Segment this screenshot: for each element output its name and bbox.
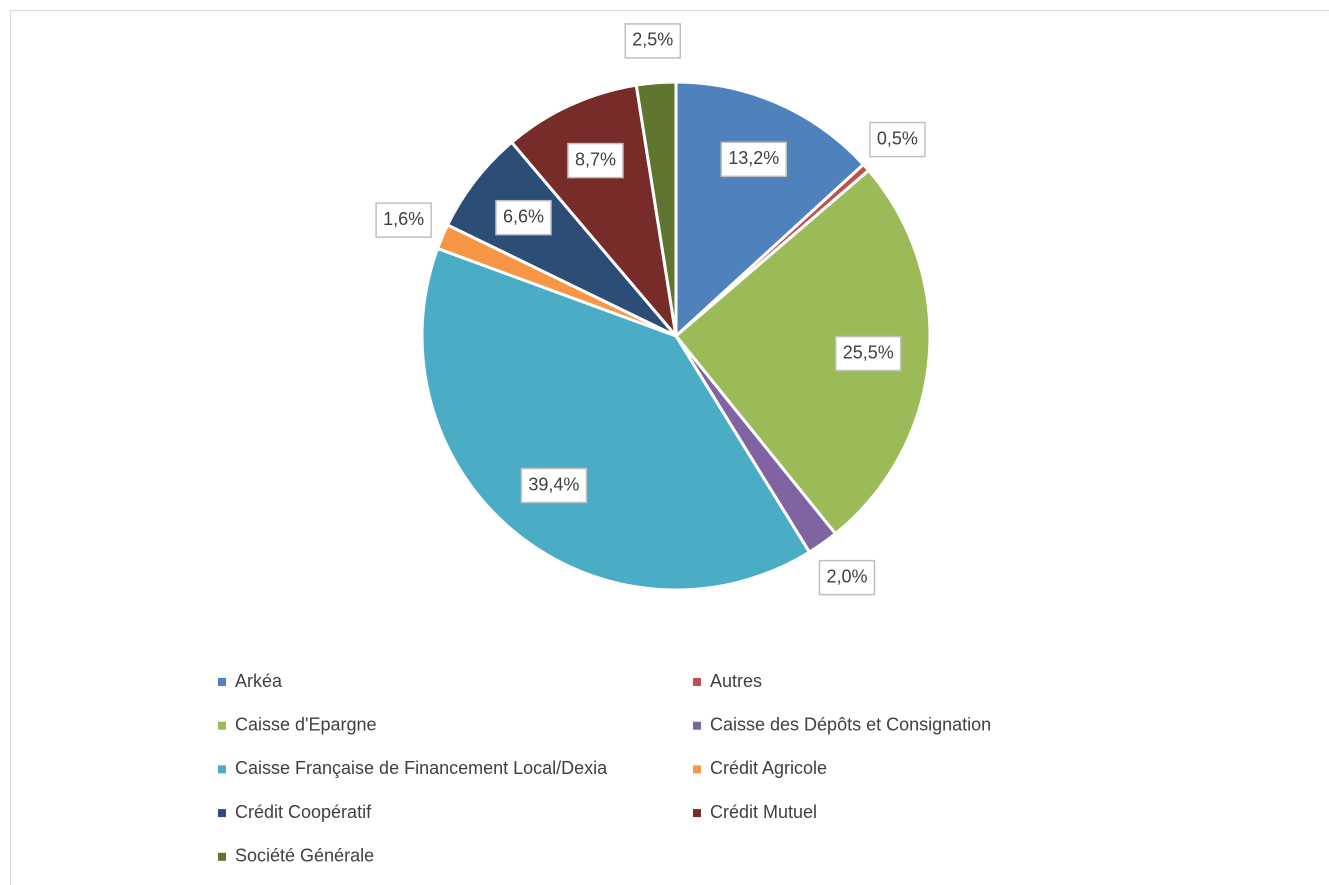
data-label-box [375,202,432,238]
data-label-text: 8,7% [575,149,616,169]
data-label-box [834,335,902,372]
data-label-text: 6,6% [503,206,544,226]
data-label: 0,5% [869,121,926,158]
legend-marker [218,678,226,686]
data-label-box [869,121,926,158]
pie-slice [673,168,932,536]
legend-label: Caisse des Dépôts et Consignation [710,714,991,734]
data-label-text: 39,4% [528,474,579,494]
pie-slice [634,80,678,337]
pie-slice [420,246,812,592]
data-label-text: 2,5% [632,30,673,50]
data-label: 2,5% [624,23,682,59]
legend-label: Caisse d'Epargne [235,714,377,734]
legend-label: Autres [710,671,762,691]
legend-marker [693,765,701,774]
data-label: 8,7% [567,142,624,179]
legend-marker [218,765,226,774]
legend-marker [218,809,226,818]
data-label: 1,6% [375,202,432,238]
legend-label: Société Générale [235,846,374,866]
legend-marker [693,809,701,818]
legend-label: Arkéa [235,671,283,691]
legend-label: Crédit Mutuel [710,802,817,822]
legend-label: Caisse Française de Financement Local/De… [235,758,608,778]
pie-slice [509,83,679,342]
data-label-box [720,141,788,178]
data-label-box [520,467,588,504]
data-label-text: 2,0% [826,566,867,586]
data-label: 13,2% [720,141,788,178]
data-label-box [818,559,876,596]
data-label-text: 13,2% [728,148,779,168]
legend-marker [218,852,226,861]
data-label: 6,6% [495,199,552,236]
data-label: 2,0% [818,559,876,596]
legend-label: Crédit Agricole [710,758,827,778]
legend-marker [693,678,701,686]
legend-marker [218,721,226,730]
data-label-text: 0,5% [877,128,918,148]
data-label: 39,4% [520,467,588,504]
legend-marker [693,721,701,730]
data-label: 25,5% [834,335,902,372]
data-label-box [495,199,552,236]
legend-label: Crédit Coopératif [235,802,372,822]
data-label-text: 25,5% [843,342,894,362]
data-label-box [624,23,682,59]
data-label-box [567,142,624,179]
data-label-text: 1,6% [383,209,424,229]
